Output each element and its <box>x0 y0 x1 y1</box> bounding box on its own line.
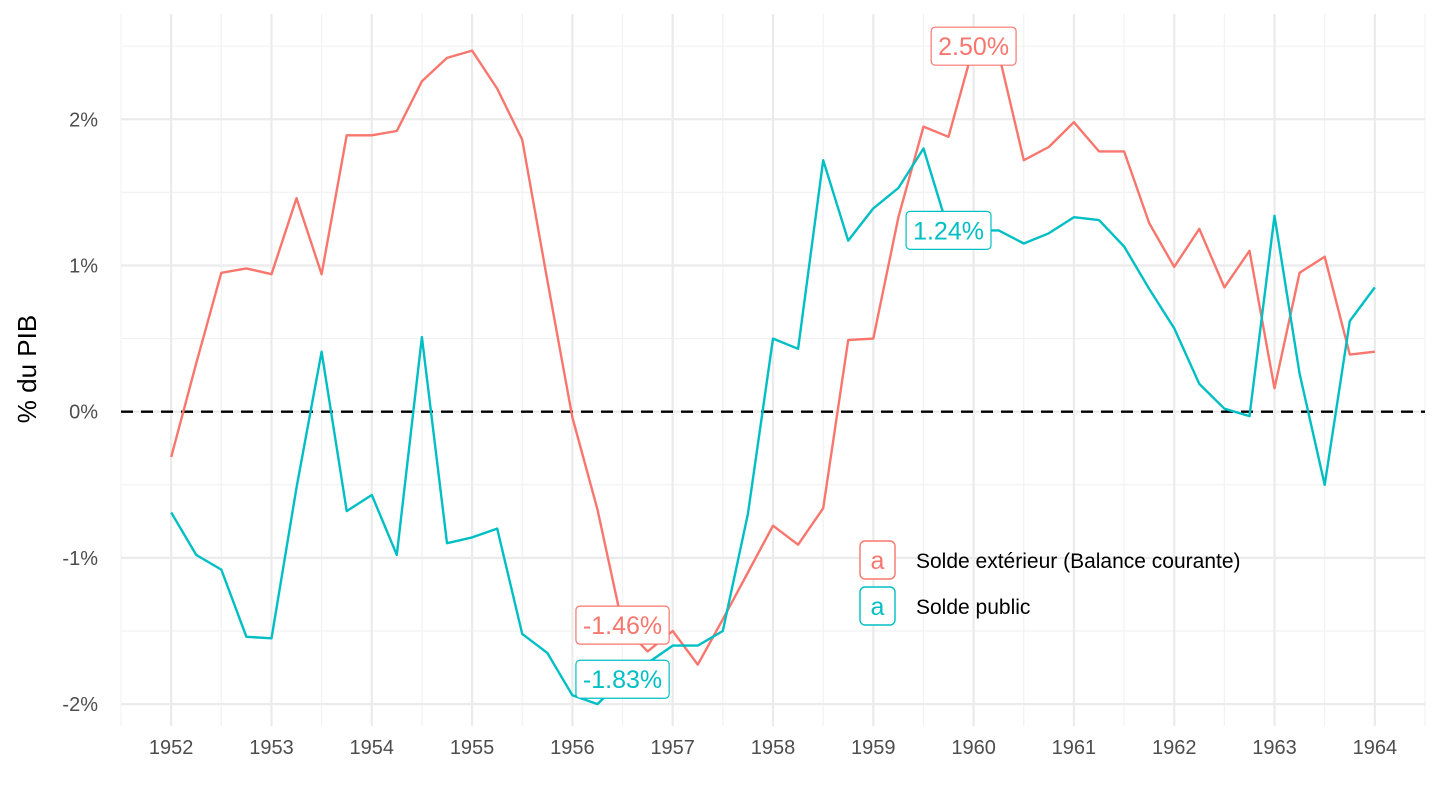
series-line-solde-exterieur <box>170 45 1375 666</box>
x-tick-label: 1952 <box>149 737 194 759</box>
value-label: -1.46% <box>575 605 670 645</box>
value-label-text: 1.24% <box>913 217 984 245</box>
value-label-text: -1.83% <box>583 666 662 694</box>
x-tick-label: 1957 <box>650 737 695 759</box>
x-tick-label: 1961 <box>1052 737 1097 759</box>
y-axis: -2% -1% 0% 1% 2% <box>62 109 98 716</box>
value-labels: 2.50% -1.46% 1.24% -1.83% <box>575 26 1017 699</box>
value-label-box <box>575 659 670 699</box>
x-tick-label: 1962 <box>1152 737 1197 759</box>
y-tick-label: 0% <box>69 402 98 424</box>
x-tick-label: 1964 <box>1353 737 1398 759</box>
x-tick-label: 1954 <box>350 737 395 759</box>
legend-label: Solde public <box>916 596 1030 619</box>
x-axis: 1952 1953 1954 1955 1956 1957 1958 1959 1960 1961… <box>149 737 1397 759</box>
value-label-box <box>930 26 1017 66</box>
legend: a Solde extérieur (Balance courante) a Sold… <box>859 540 1241 626</box>
y-axis-title: % du PIB <box>12 315 42 423</box>
x-tick-label: 1960 <box>951 737 996 759</box>
x-tick-label: 1959 <box>851 737 896 759</box>
series-line-solde-public <box>170 147 1376 706</box>
value-label-text: -1.46% <box>583 612 662 640</box>
value-label: -1.83% <box>575 659 670 699</box>
y-tick-label: 2% <box>69 109 98 131</box>
x-tick-label: 1963 <box>1252 737 1297 759</box>
legend-key-glyph: a <box>871 593 885 621</box>
legend-label: Solde extérieur (Balance courante) <box>916 550 1241 573</box>
legend-entry: a Solde public <box>859 586 1030 626</box>
x-tick-label: 1958 <box>751 737 796 759</box>
grid-major <box>121 14 1425 726</box>
y-tick-label: -1% <box>62 548 98 570</box>
value-label: 1.24% <box>905 210 992 250</box>
x-tick-label: 1956 <box>550 737 595 759</box>
legend-key-box <box>859 586 896 626</box>
legend-key-glyph: a <box>871 547 885 575</box>
legend-key-box <box>859 540 896 580</box>
y-tick-label: -2% <box>62 694 98 716</box>
y-tick-label: 1% <box>69 255 98 277</box>
x-tick-label: 1953 <box>249 737 294 759</box>
value-label-box <box>575 605 670 645</box>
value-label: 2.50% <box>930 26 1017 66</box>
legend-entry: a Solde extérieur (Balance courante) <box>859 540 1241 580</box>
value-label-box <box>905 210 992 250</box>
value-label-text: 2.50% <box>938 33 1009 61</box>
series-lines <box>170 45 1376 706</box>
x-tick-label: 1955 <box>450 737 495 759</box>
